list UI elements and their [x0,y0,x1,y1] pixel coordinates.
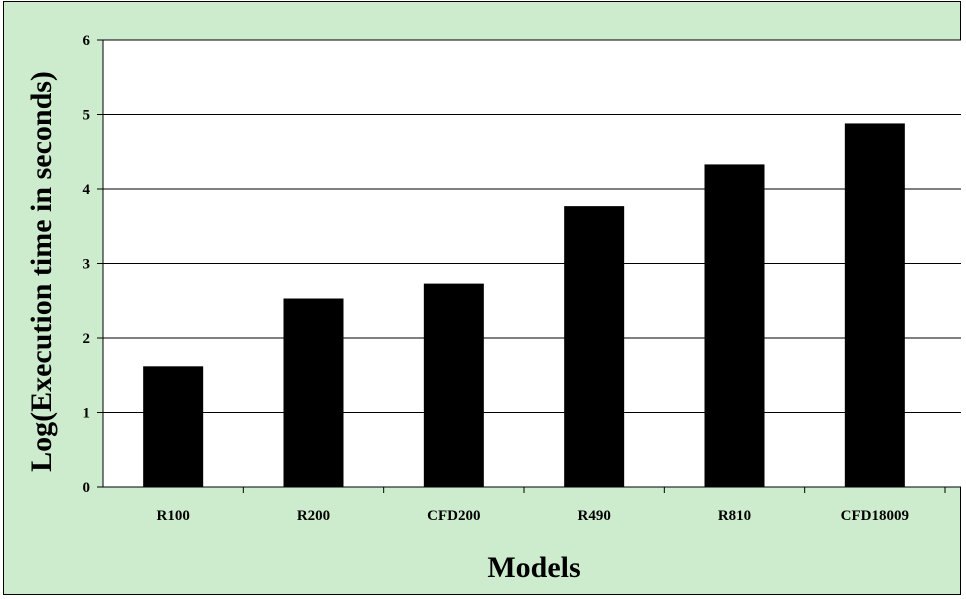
x-axis-title: Models [487,551,580,584]
bars [143,123,905,488]
bar-r200 [283,298,344,487]
bar-cfd200 [423,283,484,487]
x-tick-label: R490 [577,508,610,524]
y-tick-label: 0 [83,480,91,496]
y-tick-label: 2 [83,331,91,347]
y-tick-label: 6 [83,33,91,49]
x-tick-labels: R100 R200 CFD200 R490 R810 CFD18009 [156,508,909,524]
y-tick-label: 1 [83,406,91,422]
bar-cfd18009 [844,123,905,487]
grid-lines [97,39,961,488]
bar-r810 [704,164,765,488]
y-tick-label: 3 [83,257,91,273]
axes [102,40,961,493]
y-tick-labels: 0 1 2 3 4 5 6 [83,33,91,496]
y-tick-label: 5 [83,108,91,124]
x-tick-label: CFD200 [427,508,480,524]
y-axis-title: Log(Execution time in seconds) [25,71,58,472]
x-tick-label: R810 [718,508,751,524]
x-tick-label: R100 [156,508,189,524]
bar-r100 [143,366,204,487]
x-tick-label: R200 [297,508,330,524]
y-tick-label: 4 [83,182,91,198]
bar-r490 [564,206,625,487]
x-tick-label: CFD18009 [841,508,909,524]
